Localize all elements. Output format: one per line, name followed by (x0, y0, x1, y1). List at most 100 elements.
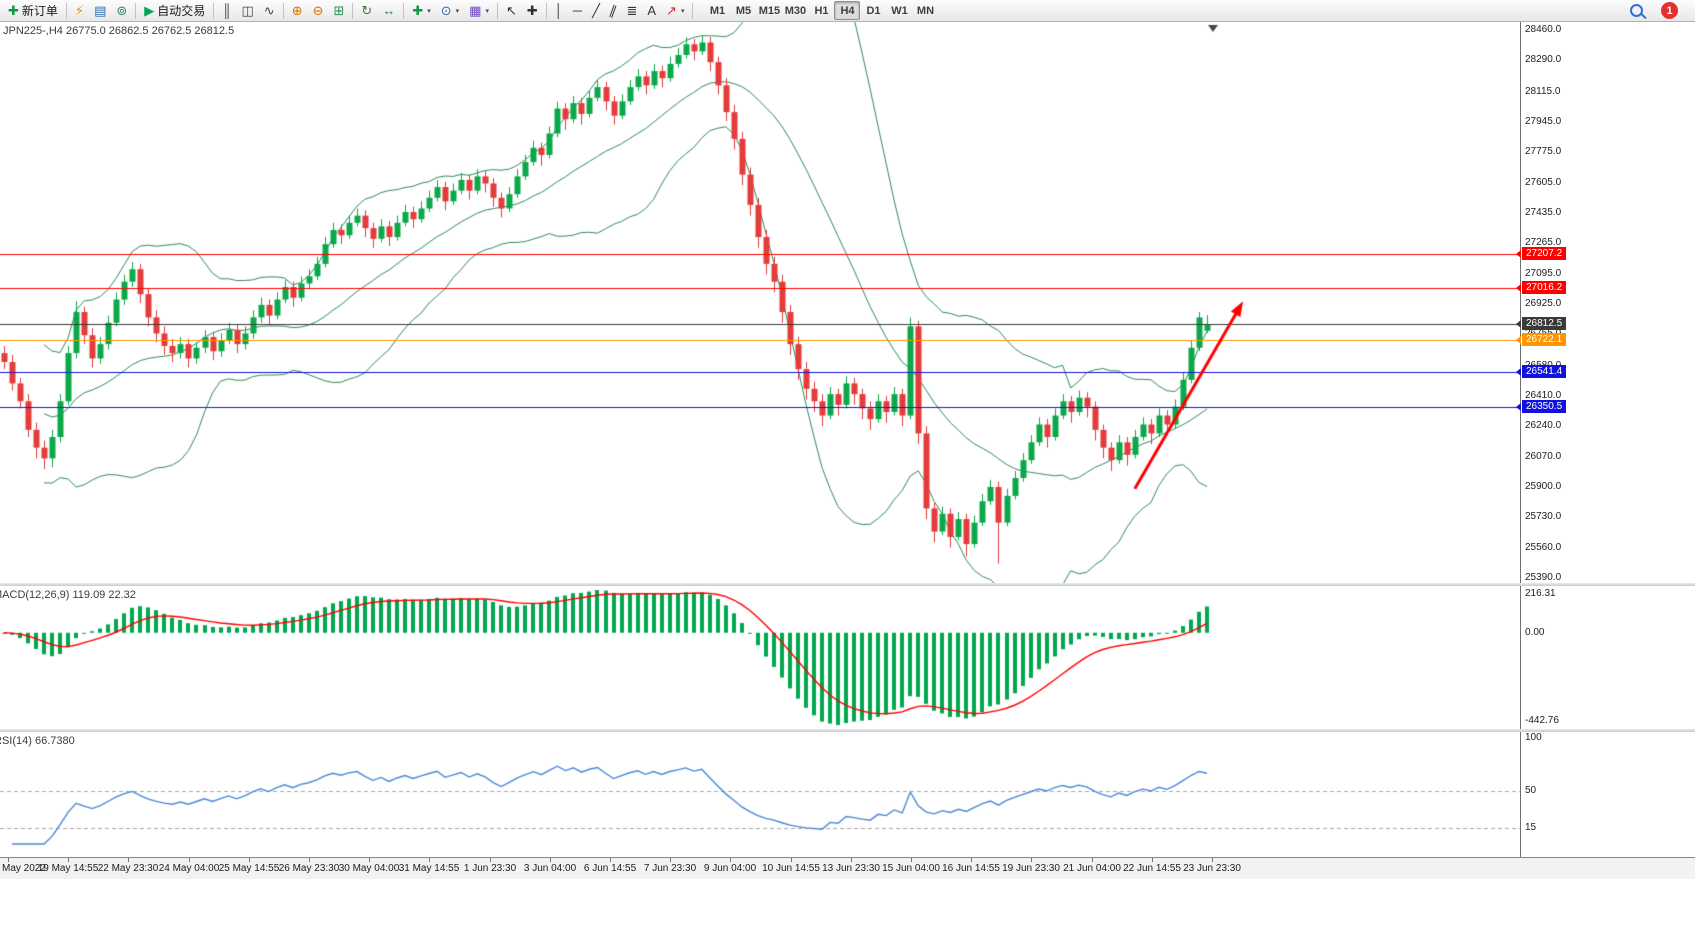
arrows-icon: ↗ (666, 3, 677, 18)
timeframe-h4-button[interactable]: H4 (834, 1, 861, 20)
templates-button[interactable]: ▦ ▾ (464, 1, 494, 20)
data-window-icon: ▤ (94, 3, 107, 18)
time-axis-label: 19 May 14:55 (37, 863, 99, 874)
time-axis-tick (670, 858, 671, 862)
timeframe-d1-button[interactable]: D1 (866, 5, 881, 17)
toolbar-separator (135, 2, 137, 19)
main-toolbar: ✚ 新订单 ⚡ ▤ ⊚ ▶ 自动交易 ║ ◫ ∿ ⊕ ⊖ ⊞ ↻ ↔ ✚ ▾ ⊙ ▾ ▦ ▾ ↖ ✚ │ ─ ╱ ∥ ≣ A ↗ ▾ M1 M5… (0, 0, 1695, 22)
line-chart-button[interactable]: ∿ (259, 1, 280, 20)
dropdown-caret-icon: ▾ (455, 7, 460, 15)
cursor-icon: ↖ (505, 3, 517, 18)
price-tag: 27016.2 (1522, 280, 1567, 294)
arrows-button[interactable]: ↗ ▾ (661, 1, 689, 20)
time-axis-label: 3 Jun 04:00 (523, 863, 577, 874)
time-axis-label: 16 Jun 14:55 (942, 863, 1000, 874)
time-axis-tick (68, 858, 69, 862)
time-axis-tick (971, 858, 972, 862)
time-axis-tick (1031, 858, 1032, 862)
data-window-button[interactable]: ▤ (89, 1, 111, 20)
macd-indicator-label: MACD(12,26,9) 119.09 22.32 (0, 589, 136, 601)
time-axis-tick (791, 858, 792, 862)
panel-splitter[interactable] (0, 729, 1695, 732)
cursor-button[interactable]: ↖ (501, 1, 522, 20)
mql5-community-button[interactable]: ⊚ (111, 1, 132, 20)
time-axis-tick (249, 858, 250, 862)
time-axis-label: 13 Jun 23:30 (822, 863, 880, 874)
time-axis-label: 19 Jun 23:30 (1002, 863, 1060, 874)
zoom-in-button[interactable]: ⊕ (287, 1, 308, 20)
price-axis-label: 26070.0 (1525, 450, 1562, 462)
timeframe-m15-button[interactable]: M15 (758, 5, 781, 17)
timeframe-m30-button[interactable]: M30 (784, 5, 807, 17)
price-axis-label: 25560.0 (1525, 541, 1562, 553)
fibonacci-button[interactable]: ≣ (621, 1, 642, 20)
zoom-out-button[interactable]: ⊖ (308, 1, 329, 20)
rsi-scale-label: 15 (1525, 822, 1537, 834)
toolbar-right-group: 1 (1630, 2, 1692, 19)
time-axis-label: May 2022 (2, 863, 46, 874)
metaeditor-button[interactable]: ⚡ (70, 1, 89, 20)
chart-shift-button[interactable]: ↔ (377, 1, 400, 20)
text-button[interactable]: A (642, 1, 661, 20)
rsi-canvas[interactable] (0, 732, 1520, 857)
time-axis-label: 21 Jun 04:00 (1063, 863, 1121, 874)
timeframe-mn-button[interactable]: MN (916, 5, 935, 17)
rsi-scale-label: 100 (1525, 732, 1542, 743)
price-axis-label: 28115.0 (1525, 85, 1561, 97)
timeframe-w1-button[interactable]: W1 (891, 5, 908, 17)
price-axis-label: 25730.0 (1525, 511, 1562, 523)
panel-splitter[interactable] (0, 583, 1695, 586)
time-axis-label: 15 Jun 04:00 (882, 863, 940, 874)
autotrading-button-label: 自动交易 (157, 4, 206, 18)
macd-canvas[interactable] (0, 586, 1520, 729)
time-axis-tick (8, 858, 9, 862)
price-tag-marker (1512, 402, 1521, 411)
vertical-line-button[interactable]: │ (550, 1, 568, 20)
horizontal-line-icon: ─ (572, 3, 583, 18)
auto-scroll-button[interactable]: ↻ (356, 1, 377, 20)
notification-badge[interactable]: 1 (1661, 2, 1678, 19)
time-axis-label: 7 Jun 23:30 (643, 863, 697, 874)
time-axis-label: 10 Jun 14:55 (762, 863, 820, 874)
indicators-button[interactable]: ✚ ▾ (407, 1, 435, 20)
tile-windows-button[interactable]: ⊞ (329, 1, 350, 20)
time-axis-tick (1212, 858, 1213, 862)
bar-chart-button[interactable]: ║ (217, 1, 236, 20)
new-order-button[interactable]: ✚ 新订单 (3, 1, 63, 20)
price-tag: 27207.2 (1522, 246, 1567, 260)
timeframe-m5-button[interactable]: M5 (735, 5, 752, 17)
crosshair-icon: ✚ (526, 3, 538, 18)
price-axis-label: 28460.0 (1525, 24, 1562, 35)
time-axis-tick (851, 858, 852, 862)
periods-button[interactable]: ⊙ ▾ (436, 1, 464, 20)
search-icon[interactable] (1630, 4, 1643, 17)
price-axis-label: 27435.0 (1525, 206, 1562, 218)
price-axis-label: 26580.0 (1525, 360, 1561, 371)
price-axis-label: 26410.0 (1525, 389, 1562, 401)
toolbar-separator (403, 2, 405, 19)
price-tag: 26350.5 (1522, 399, 1567, 413)
crosshair-button[interactable]: ✚ (522, 1, 543, 20)
tile-windows-icon: ⊞ (333, 3, 345, 18)
price-chart-canvas[interactable] (0, 22, 1520, 583)
new-order-icon: ✚ (8, 3, 19, 18)
timeframe-h1-button[interactable]: H1 (814, 5, 829, 17)
autotrading-button[interactable]: ▶ 自动交易 (139, 1, 210, 20)
time-axis[interactable]: May 2022 19 May 14:55 22 May 23:30 24 May 0… (0, 857, 1695, 879)
horizontal-line-button[interactable]: ─ (568, 1, 587, 20)
price-axis[interactable]: 28460.0 28290.0 28115.0 27945.0 27775.0 27605… (1516, 22, 1695, 583)
time-axis-label: 26 May 23:30 (278, 863, 340, 874)
zoom-in-icon: ⊕ (291, 3, 303, 18)
time-axis-tick (730, 858, 731, 862)
macd-axis[interactable]: 216.31 0.00 -442.76 (1520, 586, 1695, 729)
trendline-button[interactable]: ╱ (587, 1, 605, 20)
rsi-axis[interactable]: 100 50 15 (1520, 732, 1695, 857)
macd-scale-label: -442.76 (1525, 715, 1559, 726)
candlestick-chart-button[interactable]: ◫ (237, 1, 259, 20)
time-axis-tick (1152, 858, 1153, 862)
autotrading-play-icon: ▶ (144, 3, 155, 18)
time-axis-label: 6 Jun 14:55 (583, 863, 637, 874)
toolbar-separator (282, 2, 284, 19)
channel-button[interactable]: ∥ (605, 1, 622, 20)
timeframe-m1-button[interactable]: M1 (709, 5, 726, 17)
